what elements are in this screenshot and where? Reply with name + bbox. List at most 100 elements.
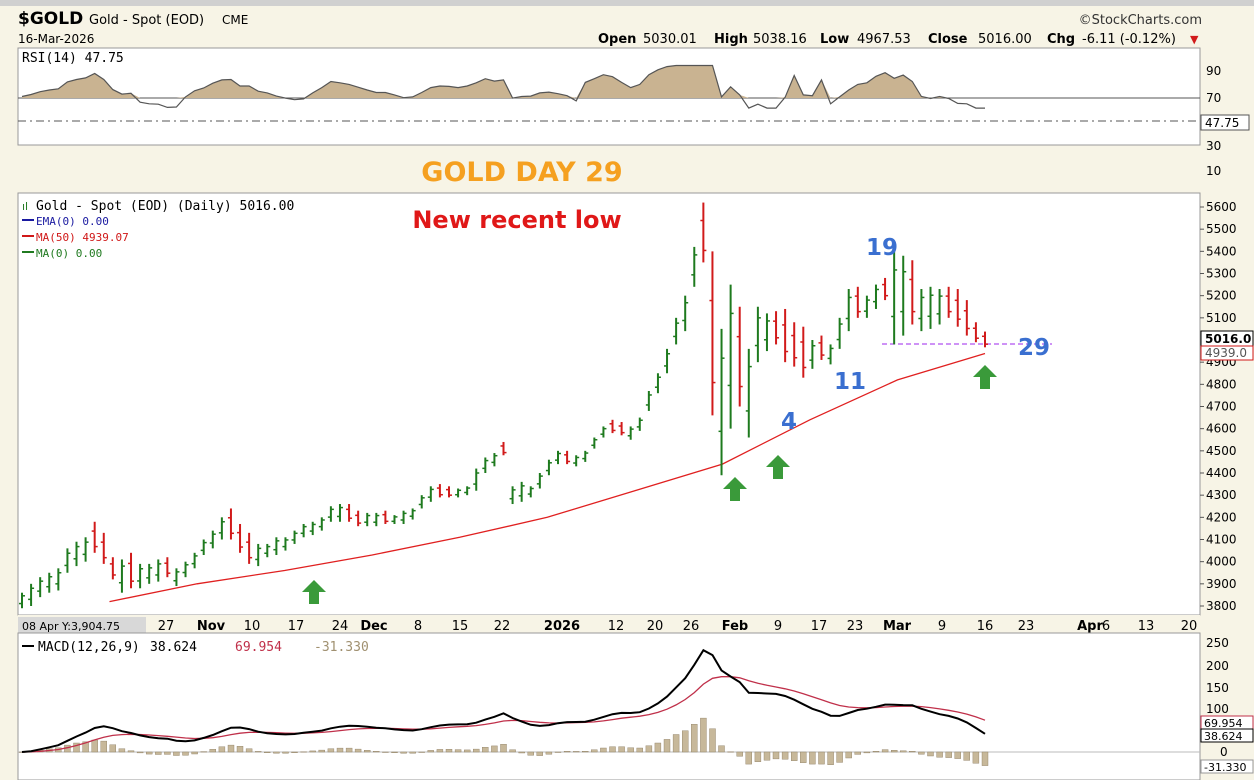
ohlc-bar bbox=[237, 523, 244, 553]
ohlc-bars bbox=[19, 202, 988, 609]
x-axis-label: 16 bbox=[977, 619, 994, 634]
macd-histogram-bar bbox=[954, 751, 961, 759]
ohlc-bar bbox=[718, 328, 725, 476]
ohlc-bar bbox=[645, 390, 652, 411]
x-axis-label: Dec bbox=[360, 619, 387, 634]
macd-histogram-bar bbox=[127, 750, 135, 753]
macd-histogram-bar bbox=[436, 749, 444, 753]
ohlc-low-value: 4967.53 bbox=[857, 32, 911, 47]
macd-histogram-bar bbox=[209, 749, 217, 753]
macd-histogram-bar bbox=[818, 751, 825, 765]
ohlc-bar bbox=[654, 373, 661, 394]
ohlc-bar bbox=[827, 344, 834, 365]
x-axis-label: 13 bbox=[1138, 619, 1155, 634]
ohlc-bar bbox=[972, 322, 979, 343]
ohlc-bar bbox=[82, 537, 89, 562]
macd-histogram-bar bbox=[145, 751, 153, 755]
ohlc-bar bbox=[927, 286, 934, 329]
window-top-edge bbox=[0, 0, 1254, 6]
ohlc-bar bbox=[963, 300, 970, 336]
macd-histogram-bar bbox=[318, 749, 325, 753]
ohlc-bar bbox=[773, 311, 780, 345]
ohlc-bar bbox=[800, 326, 807, 378]
macd-histogram-bar bbox=[527, 751, 534, 756]
price-tick-label: 5200 bbox=[1206, 289, 1237, 303]
macd-hist-value: -31.330 bbox=[1204, 761, 1246, 774]
ohlc-bar bbox=[128, 552, 135, 589]
macd-histogram-bar bbox=[191, 751, 198, 755]
count-label-19: 19 bbox=[866, 235, 898, 261]
price-tick-label: 4700 bbox=[1206, 400, 1237, 414]
macd-histogram-bar bbox=[763, 751, 771, 761]
chart-header: $GOLD Gold - Spot (EOD) CME 16-Mar-2026 … bbox=[18, 9, 1202, 47]
ohlc-bar bbox=[982, 331, 988, 348]
macd-histogram-bar bbox=[164, 751, 171, 755]
x-axis-labels: 27 Nov 10 17 24 Dec 8 15 22 2026 12 20 26 Feb 9 17 23 Mar… bbox=[158, 619, 1198, 634]
macd-histogram-bar bbox=[672, 734, 680, 753]
x-axis-label: 8 bbox=[414, 619, 422, 634]
ohlc-bar bbox=[636, 417, 643, 431]
ohlc-bar bbox=[482, 457, 489, 473]
ohlc-bar bbox=[455, 488, 462, 498]
macd-histogram-bar bbox=[464, 749, 471, 753]
ohlc-bar bbox=[300, 523, 307, 538]
macd-histogram-bar bbox=[409, 751, 416, 754]
rsi-tick: 10 bbox=[1206, 164, 1221, 178]
count-label-29: 29 bbox=[1018, 335, 1050, 361]
ohlc-bar bbox=[427, 486, 434, 502]
ohlc-bar bbox=[309, 521, 316, 536]
chg-down-arrow-icon: ▼ bbox=[1190, 33, 1199, 46]
ohlc-bar bbox=[818, 335, 825, 360]
ohlc-bar bbox=[391, 515, 398, 524]
ohlc-bar bbox=[373, 512, 380, 527]
ohlc-bar bbox=[346, 504, 353, 522]
macd-histogram-bar bbox=[563, 751, 571, 753]
symbol-title: $GOLD bbox=[18, 9, 83, 29]
price-tick-label: 4300 bbox=[1206, 488, 1237, 502]
macd-histogram-bar bbox=[291, 751, 298, 753]
macd-histogram-bar bbox=[109, 744, 117, 753]
ohlc-bar bbox=[491, 453, 498, 467]
x-axis-label: 22 bbox=[494, 619, 511, 634]
symbol-name: Gold - Spot (EOD) bbox=[89, 13, 204, 28]
cursor-readout: 08 Apr Y:3,904.75 bbox=[22, 620, 120, 633]
macd-histogram-bar bbox=[100, 740, 108, 753]
ohlc-bar bbox=[137, 563, 144, 589]
macd-histogram-bar bbox=[227, 744, 235, 753]
ohlc-bar bbox=[282, 537, 289, 551]
ohlc-high-value: 5038.16 bbox=[753, 32, 807, 47]
ohlc-bar bbox=[954, 289, 961, 327]
macd-histogram-bar bbox=[482, 747, 489, 753]
macd-histogram-bar bbox=[963, 751, 970, 761]
ohlc-bar bbox=[64, 548, 71, 573]
macd-histogram-bar bbox=[136, 751, 144, 754]
ohlc-bar bbox=[945, 286, 952, 318]
macd-histogram-bar bbox=[373, 751, 380, 753]
ohlc-bar bbox=[209, 530, 216, 549]
macd-histogram-bar bbox=[382, 751, 389, 753]
ohlc-bar bbox=[872, 284, 879, 309]
x-axis-label: 10 bbox=[244, 619, 261, 634]
macd-legend-signal: 69.954 bbox=[235, 640, 282, 655]
price-tick-label: 5400 bbox=[1206, 244, 1237, 258]
ohlc-bar bbox=[627, 426, 634, 440]
ohlc-bar bbox=[754, 306, 761, 363]
price-tick-label: 3800 bbox=[1206, 599, 1237, 613]
macd-histogram-bar bbox=[536, 751, 543, 756]
up-arrow-icon bbox=[302, 580, 326, 604]
ohlc-bar bbox=[709, 251, 716, 416]
ohlc-bar bbox=[400, 510, 407, 524]
ma50-line bbox=[109, 352, 986, 603]
macd-histogram-bar bbox=[354, 748, 362, 753]
ohlc-bar bbox=[191, 552, 198, 569]
ohlc-chg-label: Chg bbox=[1047, 32, 1075, 47]
price-tick-label: 5500 bbox=[1206, 222, 1237, 236]
macd-histogram-bar bbox=[327, 748, 335, 753]
x-axis-label: 6 bbox=[1102, 619, 1110, 634]
ohlc-bar bbox=[382, 510, 389, 524]
ohlc-bar bbox=[509, 486, 516, 505]
macd-line bbox=[21, 648, 986, 753]
ohlc-bar bbox=[845, 289, 852, 332]
ohlc-bar bbox=[745, 348, 752, 438]
